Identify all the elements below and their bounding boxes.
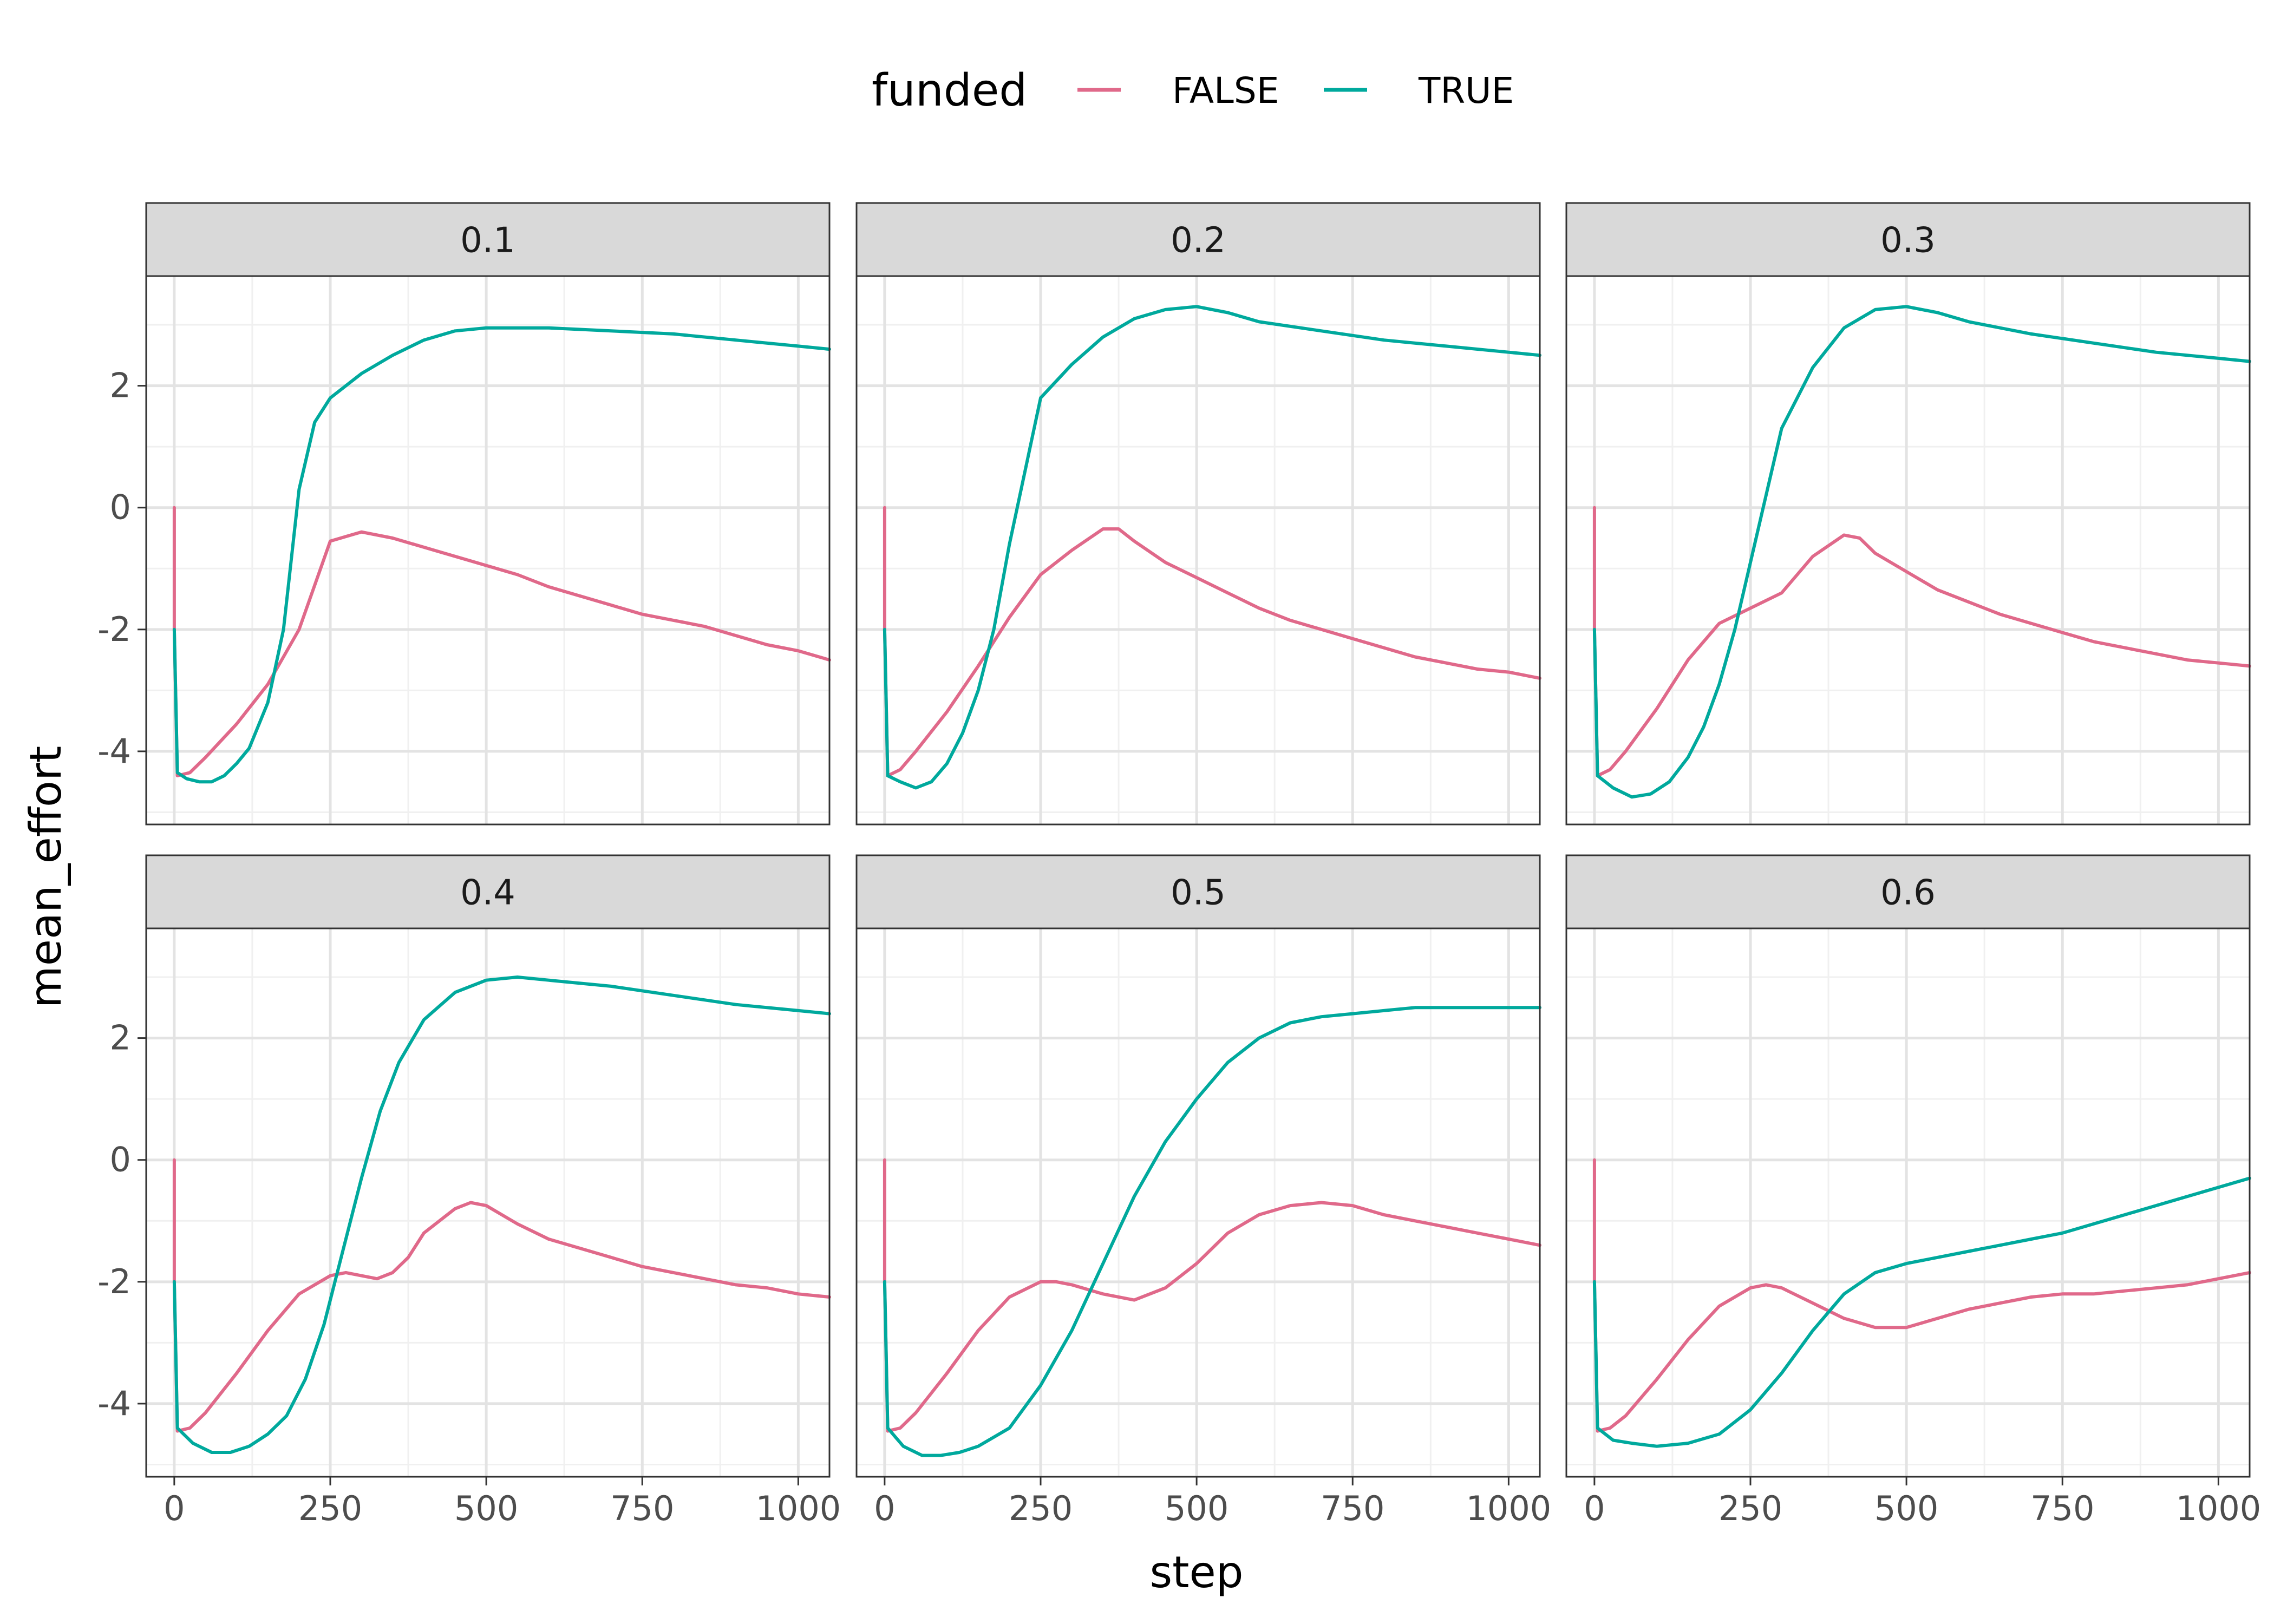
- facet-panel-0.3: 0.3: [1565, 202, 2251, 826]
- facet-strip-label: 0.2: [1171, 221, 1226, 261]
- y-tick-label: 2: [110, 366, 131, 405]
- x-axis-title: step: [1149, 1547, 1243, 1597]
- y-tick-label: -4: [97, 731, 131, 771]
- series-line-true: [1592, 1176, 2251, 1448]
- facet-panel-0.1: 0.1 -4 -2 0 2: [97, 202, 831, 826]
- facet-panel-0.4: 0.4 -4 -2 0 2 0 250 500 750 1000: [97, 854, 841, 1528]
- series-line-false: [172, 1158, 831, 1433]
- y-tick-label: -2: [97, 610, 131, 649]
- y-axis-title: mean_effort: [21, 746, 71, 1008]
- x-tick-label: 1000: [755, 1489, 841, 1528]
- panel-border: [145, 275, 831, 826]
- x-tick-label: 0: [1584, 1489, 1605, 1528]
- x-tick-label: 500: [1874, 1489, 1938, 1528]
- series-line-true: [172, 975, 831, 1454]
- x-tick-label: 0: [164, 1489, 185, 1528]
- x-tick-label: 750: [1321, 1489, 1384, 1528]
- series-line-false: [172, 506, 831, 777]
- legend-label-false: FALSE: [1172, 70, 1279, 112]
- series-line-true: [172, 326, 831, 784]
- facet-strip: [855, 854, 1541, 929]
- series-line-true: [883, 1006, 1541, 1457]
- panel-background: [146, 928, 829, 1477]
- facet-strip: [855, 202, 1541, 277]
- legend-title: funded: [872, 65, 1027, 116]
- series-line-false: [883, 1158, 1541, 1433]
- facet-panel-0.5: 0.5 0 250 500 750 1000: [855, 854, 1551, 1528]
- facet-strip-label: 0.3: [1880, 221, 1936, 261]
- y-tick-label: 0: [110, 1140, 131, 1180]
- x-tick-label: 500: [454, 1489, 518, 1528]
- y-tick-label: -2: [97, 1262, 131, 1301]
- facet-strip-label: 0.4: [460, 873, 515, 913]
- y-tick-label: 0: [110, 488, 131, 527]
- y-tick-label: -4: [97, 1384, 131, 1423]
- panel-background: [1566, 928, 2250, 1477]
- panel-border: [1565, 927, 2251, 1478]
- panel-background: [1566, 276, 2250, 824]
- series-line-false: [1592, 506, 2251, 777]
- legend: funded FALSE TRUE: [872, 65, 1514, 116]
- x-tick-label: 1000: [1466, 1489, 1551, 1528]
- series-line-true: [883, 305, 1541, 790]
- facet-strip-label: 0.1: [460, 221, 515, 261]
- facet-strip-label: 0.6: [1880, 873, 1936, 913]
- y-tick-label: 2: [110, 1018, 131, 1058]
- facet-panel-0.2: 0.2: [855, 202, 1541, 826]
- facet-strip: [145, 854, 831, 929]
- panel-background: [146, 276, 829, 824]
- x-tick-label: 1000: [2175, 1489, 2261, 1528]
- series-line-false: [883, 506, 1541, 777]
- x-tick-label: 500: [1165, 1489, 1229, 1528]
- facet-strip-label: 0.5: [1171, 873, 1226, 913]
- facet-strip: [1565, 202, 2251, 277]
- facet-strip: [1565, 854, 2251, 929]
- facet-strip: [145, 202, 831, 277]
- panel-border: [855, 275, 1541, 826]
- x-tick-label: 750: [2030, 1489, 2094, 1528]
- legend-label-true: TRUE: [1418, 70, 1514, 112]
- x-tick-label: 250: [298, 1489, 362, 1528]
- panel-background: [857, 928, 1540, 1477]
- panel-border: [1565, 275, 2251, 826]
- panel-background: [857, 276, 1540, 824]
- panel-border: [855, 927, 1541, 1478]
- x-tick-label: 250: [1718, 1489, 1782, 1528]
- x-tick-label: 750: [610, 1489, 674, 1528]
- series-line-false: [1592, 1158, 2251, 1433]
- facet-panel-0.6: 0.6 0 250 500 750 1000: [1565, 854, 2261, 1528]
- series-line-true: [1592, 305, 2251, 799]
- x-tick-label: 0: [874, 1489, 895, 1528]
- panel-border: [145, 927, 831, 1478]
- x-tick-label: 250: [1009, 1489, 1073, 1528]
